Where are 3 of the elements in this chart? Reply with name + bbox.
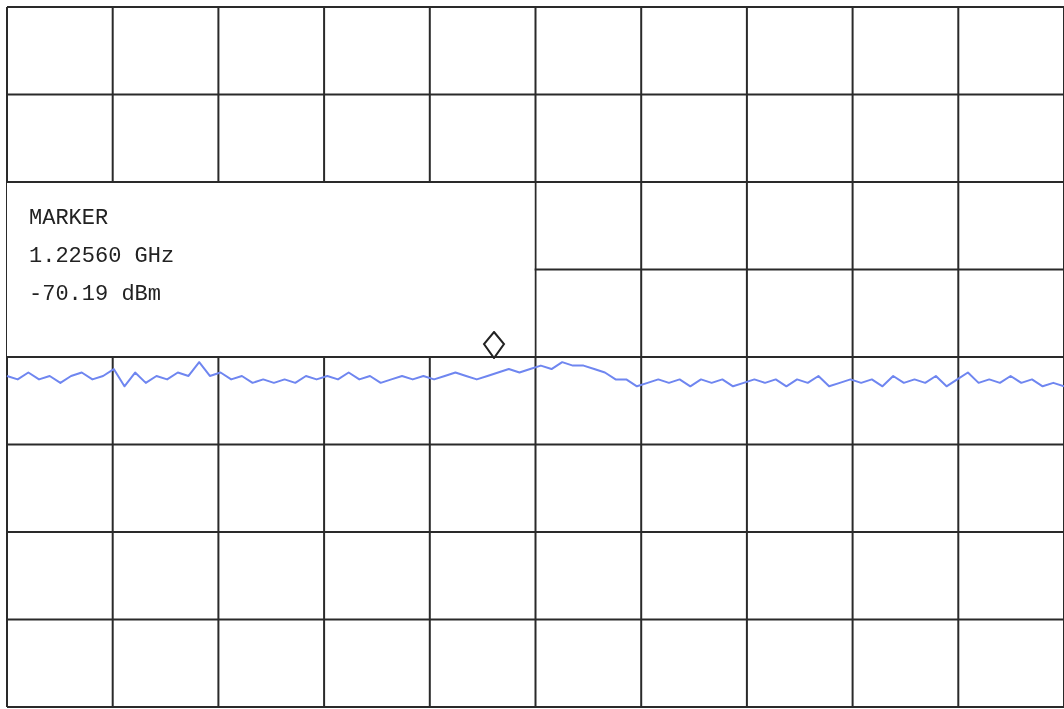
text: MARKER: [29, 205, 109, 231]
text: 1.22560 GHz: [29, 243, 175, 269]
text: -70.19 dBm: [29, 281, 162, 307]
